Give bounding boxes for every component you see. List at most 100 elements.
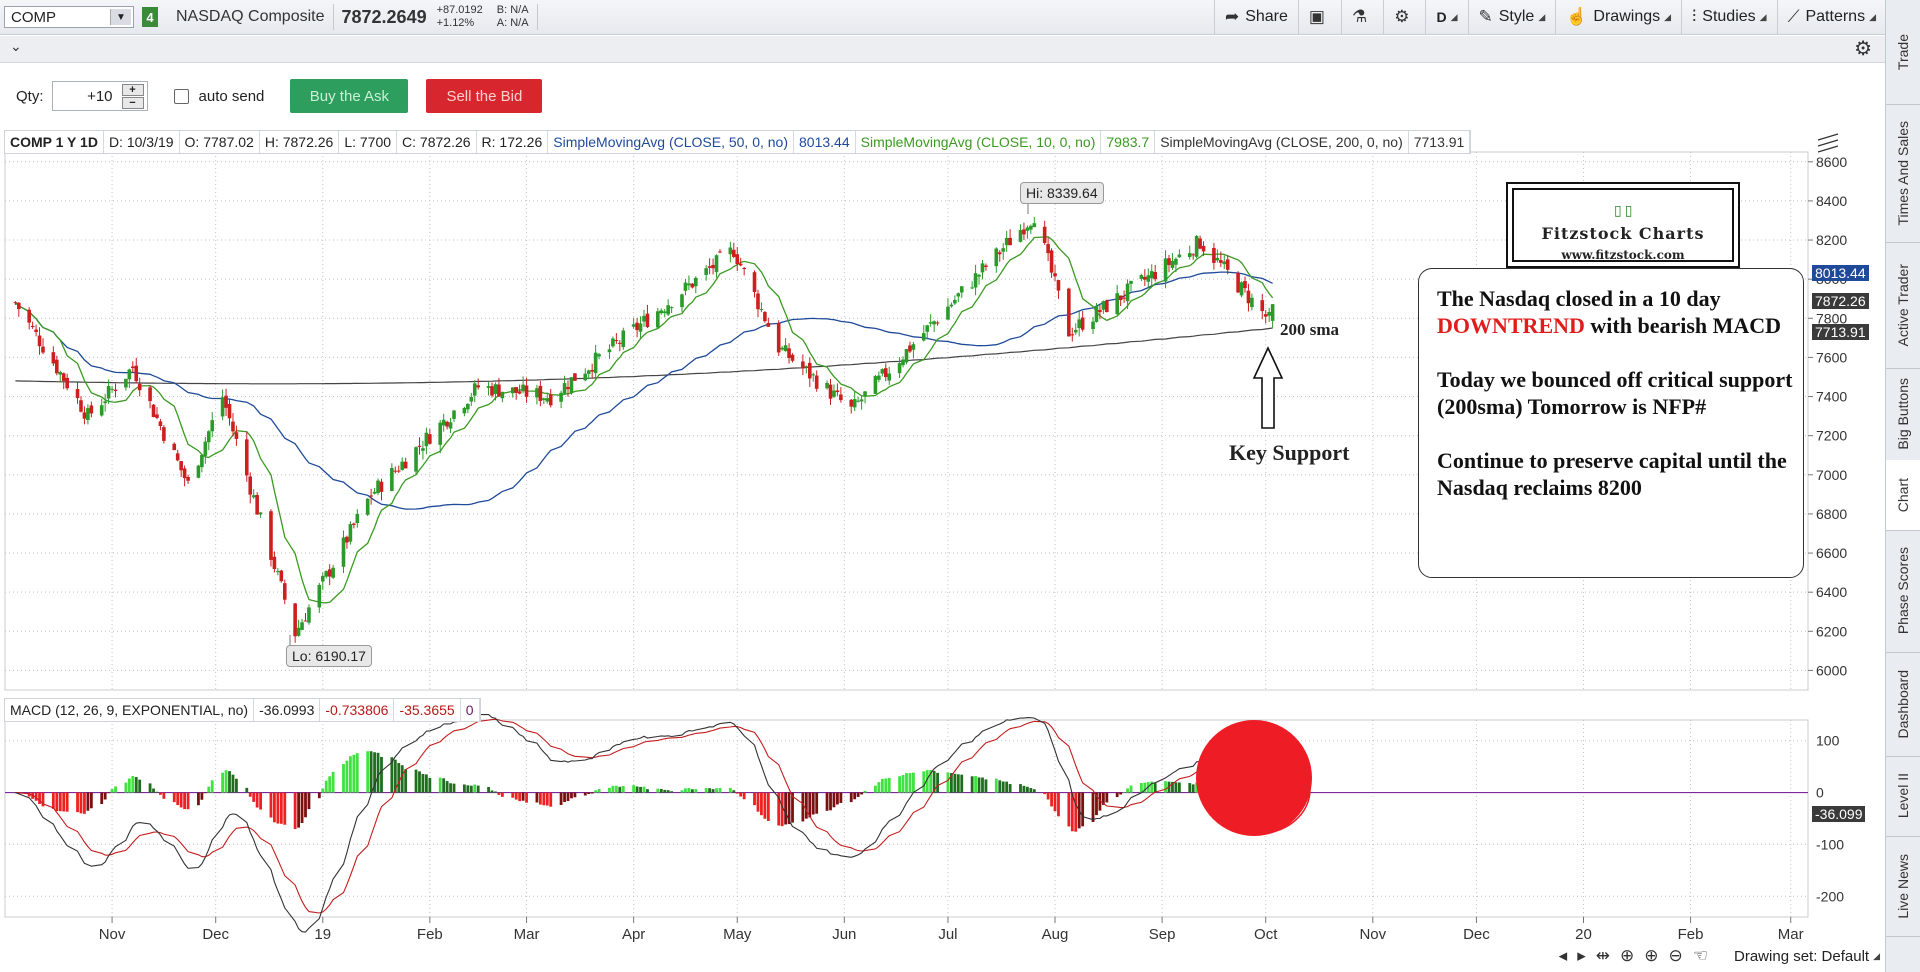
sma200-label[interactable]: SimpleMovingAvg (CLOSE, 200, 0, no) xyxy=(1155,131,1409,153)
scroll-left-icon[interactable]: ◂ xyxy=(1558,946,1568,965)
settings-button[interactable]: ⚙ xyxy=(1383,0,1425,34)
macd-histogram-bar xyxy=(518,792,522,802)
candle-body xyxy=(1177,254,1182,258)
calendar-alert-icon: ▣ xyxy=(1308,7,1325,26)
auto-send-checkbox[interactable] xyxy=(173,88,189,104)
candle-body xyxy=(707,266,712,268)
macd-histogram-bar xyxy=(559,792,563,805)
macd-histogram-bar xyxy=(1022,785,1026,793)
candle-body xyxy=(200,454,204,468)
sell-bid-button[interactable]: Sell the Bid xyxy=(426,79,543,113)
chevron-down-icon[interactable]: ⌄ xyxy=(10,38,22,54)
candle-body xyxy=(521,384,525,392)
macd-histogram-bar xyxy=(1177,782,1181,793)
candle-body xyxy=(300,622,304,630)
studies-button[interactable]: ⫶ Studies ◢ xyxy=(1681,0,1777,34)
macd-histogram-bar xyxy=(825,792,829,811)
crosshair-icon[interactable]: ⊕ xyxy=(1620,946,1635,965)
sma50-label[interactable]: SimpleMovingAvg (CLOSE, 50, 0, no) xyxy=(548,131,795,153)
candle-body xyxy=(1022,229,1026,235)
chevron-down-icon[interactable]: ▼ xyxy=(110,9,131,25)
fit-icon[interactable]: ⇹ xyxy=(1595,946,1611,965)
drawings-label: Drawings xyxy=(1593,8,1661,25)
candle-body xyxy=(269,511,273,560)
candle-body xyxy=(1194,236,1199,257)
decrement-button[interactable]: − xyxy=(121,97,144,109)
candle-body xyxy=(445,421,449,427)
candle-body xyxy=(1236,272,1240,293)
lab-button[interactable]: ⚗ xyxy=(1340,0,1383,34)
tab-level-ii[interactable]: Level II xyxy=(1886,756,1920,837)
buy-ask-button[interactable]: Buy the Ask xyxy=(290,79,409,113)
share-button[interactable]: ➦ Share xyxy=(1213,0,1298,34)
patterns-button[interactable]: ⟋ Patterns ◢ xyxy=(1776,0,1886,34)
candle-body xyxy=(731,249,736,257)
candle-body xyxy=(86,408,90,421)
candle-body xyxy=(251,495,256,498)
macd-histogram-bar xyxy=(1050,792,1053,807)
zoom-in-icon[interactable]: ⊕ xyxy=(1644,946,1659,965)
candle-body xyxy=(324,571,329,577)
macd-histogram-bar xyxy=(172,792,176,803)
sma10-label[interactable]: SimpleMovingAvg (CLOSE, 10, 0, no) xyxy=(856,131,1102,153)
macd-histogram-bar xyxy=(127,778,131,793)
tab-chart[interactable]: Chart xyxy=(1886,460,1920,531)
candle-body xyxy=(1025,227,1030,231)
watchlist-button[interactable]: ▣ xyxy=(1297,0,1341,34)
symbol-name: NASDAQ Composite xyxy=(176,8,325,25)
tab-active-trader[interactable]: Active Trader xyxy=(1886,242,1920,369)
bottom-controls: ◂ ▸ ⇹ ⊕ ⊕ ⊖ ☜ Drawing set: Default ◢ xyxy=(1549,946,1880,966)
bid-value: B: N/A xyxy=(496,4,529,16)
x-tick-label: Nov xyxy=(99,926,126,943)
candle-body xyxy=(839,394,843,401)
macd-label[interactable]: MACD (12, 26, 9, EXPONENTIAL, no) xyxy=(5,699,255,721)
candle-body xyxy=(130,366,135,368)
macd-histogram-bar xyxy=(898,776,901,793)
macd-histogram-bar xyxy=(307,792,311,810)
tab-phase-scores[interactable]: Phase Scores xyxy=(1886,530,1920,653)
macd-histogram-bar xyxy=(646,789,649,793)
gear-icon[interactable]: ⚙ xyxy=(1854,38,1872,60)
sma200-price-tag: 7713.91 xyxy=(1812,324,1869,340)
candle-body xyxy=(904,349,909,363)
tab-times-and-sales[interactable]: Times And Sales xyxy=(1886,104,1920,243)
style-button[interactable]: ✎ Style ◢ xyxy=(1467,0,1556,34)
studies-label: Studies xyxy=(1702,8,1756,25)
drawing-set-label[interactable]: Drawing set: Default xyxy=(1734,947,1870,965)
symbol-period[interactable]: COMP 1 Y 1D xyxy=(5,131,104,153)
macd-histogram-bar xyxy=(1019,784,1022,793)
tab-dashboard[interactable]: Dashboard xyxy=(1886,652,1920,757)
candle-body xyxy=(452,410,456,419)
candle-body xyxy=(345,536,349,543)
candle-body xyxy=(1191,254,1195,256)
scroll-right-icon[interactable]: ▸ xyxy=(1577,946,1586,965)
candle-body xyxy=(1049,250,1054,273)
macd-histogram-bar xyxy=(587,792,591,795)
tab-big-buttons[interactable]: Big Buttons xyxy=(1886,368,1920,461)
macd-histogram-bar xyxy=(735,792,739,794)
candle-body xyxy=(611,338,615,347)
quantity-stepper[interactable]: +10 + − xyxy=(51,81,148,111)
candle-body xyxy=(1077,319,1082,329)
tab-trade[interactable]: Trade xyxy=(1886,0,1920,105)
symbol-selector[interactable]: COMP ▼ xyxy=(4,6,134,28)
candle-body xyxy=(656,311,660,328)
macd-histogram-bar xyxy=(981,777,984,793)
macd-histogram-bar xyxy=(438,777,442,793)
zoom-out-icon[interactable]: ⊖ xyxy=(1668,946,1683,965)
candle-body xyxy=(27,309,31,323)
tab-live-news[interactable]: Live News xyxy=(1886,836,1920,937)
link-badge[interactable]: 4 xyxy=(142,7,158,27)
macd-histogram-bar xyxy=(1139,783,1143,793)
x-tick-label: Dec xyxy=(1463,926,1490,943)
pan-hand-icon[interactable]: ☜ xyxy=(1692,946,1709,965)
sma200-annotation: 200 sma xyxy=(1280,320,1340,339)
macd-histogram-bar xyxy=(300,792,304,824)
macd-histogram-bar xyxy=(452,783,456,793)
timeframe-button[interactable]: D ◢ xyxy=(1425,0,1467,34)
macd-histogram-bar xyxy=(55,792,59,812)
increment-button[interactable]: + xyxy=(121,84,144,96)
drawings-button[interactable]: ☝ Drawings ◢ xyxy=(1555,0,1681,34)
candle-body xyxy=(1170,260,1175,268)
candle-body xyxy=(997,252,1002,255)
